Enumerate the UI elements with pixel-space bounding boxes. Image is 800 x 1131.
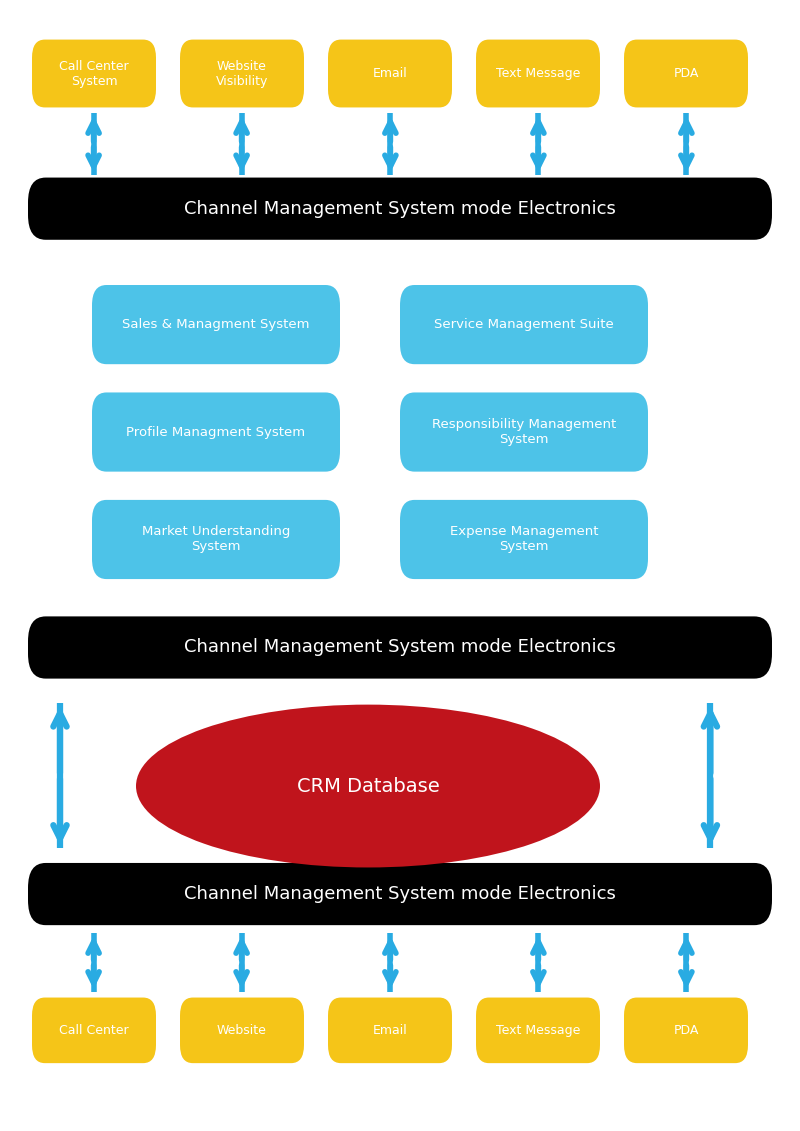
FancyBboxPatch shape: [476, 998, 600, 1063]
FancyBboxPatch shape: [180, 998, 304, 1063]
Text: Website
Visibility: Website Visibility: [216, 60, 268, 87]
Text: Responsibility Management
System: Responsibility Management System: [432, 418, 616, 446]
Text: PDA: PDA: [674, 1024, 698, 1037]
FancyBboxPatch shape: [180, 40, 304, 107]
Text: Email: Email: [373, 1024, 407, 1037]
Text: Sales & Managment System: Sales & Managment System: [122, 318, 310, 331]
FancyBboxPatch shape: [92, 500, 340, 579]
FancyBboxPatch shape: [92, 285, 340, 364]
Text: Text Message: Text Message: [496, 1024, 580, 1037]
Text: Call Center
System: Call Center System: [59, 60, 129, 87]
Text: Expense Management
System: Expense Management System: [450, 526, 598, 553]
Ellipse shape: [136, 705, 600, 867]
FancyBboxPatch shape: [328, 998, 452, 1063]
FancyBboxPatch shape: [32, 40, 156, 107]
Text: Market Understanding
System: Market Understanding System: [142, 526, 290, 553]
Text: Profile Managment System: Profile Managment System: [126, 425, 306, 439]
Text: CRM Database: CRM Database: [297, 777, 439, 795]
Text: Email: Email: [373, 67, 407, 80]
FancyBboxPatch shape: [400, 392, 648, 472]
FancyBboxPatch shape: [624, 40, 748, 107]
Text: Channel Management System mode Electronics: Channel Management System mode Electroni…: [184, 200, 616, 217]
FancyBboxPatch shape: [400, 500, 648, 579]
Text: Service Management Suite: Service Management Suite: [434, 318, 614, 331]
Text: Call Center: Call Center: [59, 1024, 129, 1037]
Text: Website: Website: [217, 1024, 267, 1037]
Text: Text Message: Text Message: [496, 67, 580, 80]
Text: Channel Management System mode Electronics: Channel Management System mode Electroni…: [184, 639, 616, 656]
FancyBboxPatch shape: [92, 392, 340, 472]
Text: PDA: PDA: [674, 67, 698, 80]
Text: Channel Management System mode Electronics: Channel Management System mode Electroni…: [184, 886, 616, 903]
FancyBboxPatch shape: [400, 285, 648, 364]
FancyBboxPatch shape: [28, 178, 772, 240]
FancyBboxPatch shape: [476, 40, 600, 107]
FancyBboxPatch shape: [624, 998, 748, 1063]
FancyBboxPatch shape: [328, 40, 452, 107]
FancyBboxPatch shape: [28, 863, 772, 925]
FancyBboxPatch shape: [28, 616, 772, 679]
FancyBboxPatch shape: [32, 998, 156, 1063]
